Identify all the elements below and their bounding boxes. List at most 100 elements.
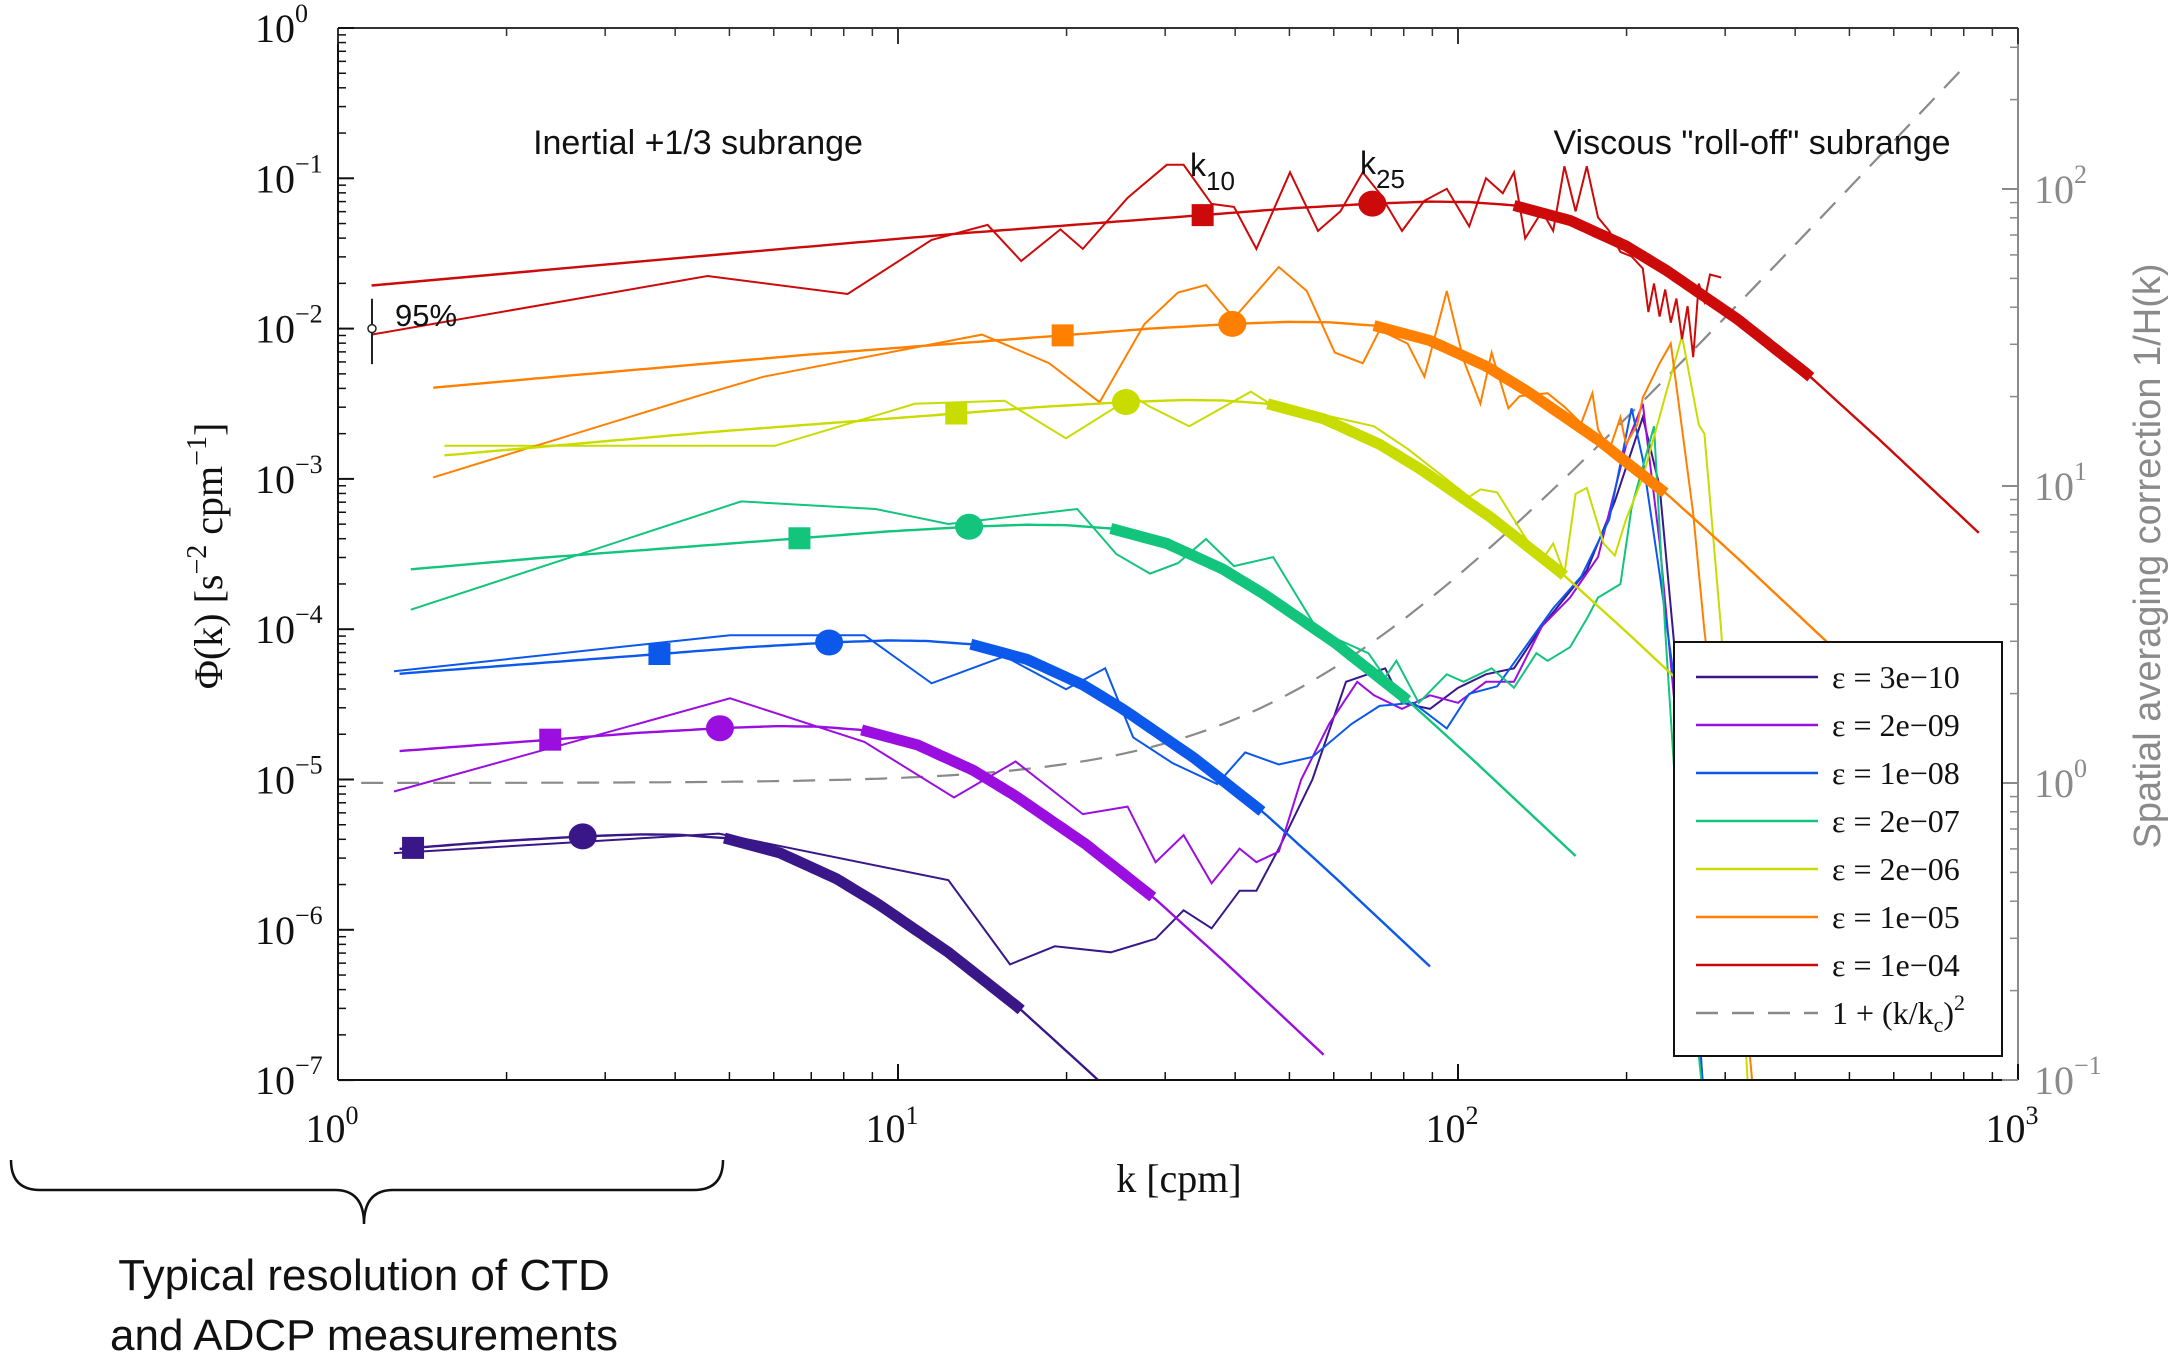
x-tick-label-base: 10 — [1986, 1106, 2026, 1151]
x-tick-label-exp: 1 — [906, 1101, 919, 1130]
right-y-tick-label-base: 10 — [2034, 1058, 2074, 1103]
k25-marker — [955, 513, 984, 540]
resolution-brace — [9, 1159, 725, 1225]
legend-label: ε = 1e−05 — [1832, 899, 1960, 935]
x-tick-label-base: 10 — [1426, 1106, 1466, 1151]
k25-marker — [1111, 389, 1140, 416]
legend-correction-sub: c — [1934, 1012, 1944, 1037]
k25-marker — [568, 823, 597, 850]
model-fit-range-line — [860, 724, 1157, 902]
legend-label: ε = 3e−10 — [1832, 659, 1960, 695]
legend: ε = 3e−10 ε = 2e−09 ε = 1e−08 ε = 2e−07 ε = … — [1673, 641, 2003, 1057]
right-axis-label: Spatial averaging correction 1/H(k) — [2127, 263, 2168, 848]
right-y-tick-label: 102 — [2034, 160, 2087, 212]
x-tick-label: 102 — [1426, 1101, 1479, 1151]
k25-marker — [705, 715, 734, 742]
x-tick-label-exp: 2 — [1466, 1101, 1479, 1130]
k10-marker — [1191, 204, 1214, 227]
legend-item: ε = 2e−09 — [1696, 707, 1960, 743]
k10-marker — [648, 642, 671, 665]
y-tick-label-exp: −4 — [295, 600, 323, 629]
k25-label-sub: 25 — [1376, 164, 1405, 194]
x-tick-label: 103 — [1986, 1101, 2039, 1151]
marker-layer — [367, 190, 1387, 859]
y-axis-label-mid: cpm — [186, 466, 231, 545]
k10-marker — [539, 728, 562, 751]
model-fit-range-line — [1372, 320, 1669, 498]
right-y-tick-label-exp: 1 — [2074, 457, 2087, 486]
right-y-tick-label-base: 10 — [2034, 167, 2074, 212]
model-spectrum-line — [433, 320, 1935, 745]
k25-marker — [1218, 310, 1247, 337]
model-fit-range-line — [1109, 523, 1412, 705]
caption-line-1: Typical resolution of CTD — [118, 1251, 610, 1300]
model-spectra-layer — [371, 200, 1980, 1080]
k10-marker — [788, 527, 811, 550]
legend-item: ε = 1e−08 — [1696, 755, 1960, 791]
model-fit-range-line — [1512, 200, 1815, 382]
y-tick-label-exp: −2 — [295, 300, 323, 329]
legend-item: ε = 1e−04 — [1696, 947, 1960, 983]
y-tick-label-base: 10 — [255, 6, 295, 51]
right-y-tick-label-exp: 2 — [2074, 160, 2087, 189]
y-tick-label-exp: −7 — [295, 1051, 323, 1080]
k25-label-base: k — [1360, 145, 1377, 181]
observed-spectrum-line — [432, 265, 1754, 1080]
y-tick-label: 10−2 — [255, 300, 323, 352]
k10-marker — [1051, 324, 1074, 347]
x-tick-label-exp: 0 — [346, 1101, 359, 1130]
y-tick-label: 10−7 — [255, 1051, 323, 1103]
model-fit-range-line — [1266, 398, 1568, 580]
y-tick-label-base: 10 — [255, 758, 295, 803]
right-y-tick-label-base: 10 — [2034, 464, 2074, 509]
right-y-tick-label-exp: 0 — [2074, 754, 2087, 783]
x-tick-label-exp: 3 — [2026, 1101, 2039, 1130]
legend-label: ε = 1e−04 — [1832, 947, 1960, 983]
legend-label-correction: 1 + (k/kc)2 — [1832, 990, 1965, 1037]
y-axis-label: Φ(k) [s−2 cpm−1] — [182, 423, 231, 690]
model-fit-range-line — [722, 832, 1025, 1015]
k10-label: k10 — [1190, 147, 1235, 196]
confidence-interval-label: 95% — [395, 298, 457, 333]
right-y-tick-label: 10−1 — [2034, 1051, 2102, 1103]
y-tick-label-exp: −5 — [295, 751, 323, 780]
y-tick-label-base: 10 — [255, 607, 295, 652]
legend-label: ε = 1e−08 — [1832, 755, 1960, 791]
viscous-subrange-label: Viscous "roll-off" subrange — [1553, 124, 1950, 162]
inertial-subrange-label: Inertial +1/3 subrange — [533, 124, 863, 162]
y-tick-label-base: 10 — [255, 1058, 295, 1103]
legend-item: ε = 1e−05 — [1696, 899, 1960, 935]
y-axis-label-end: ] — [186, 423, 231, 436]
confidence-interval-point — [367, 323, 377, 334]
plot-area — [361, 61, 1980, 1080]
legend-label: ε = 2e−06 — [1832, 851, 1960, 887]
y-tick-label: 100 — [255, 0, 308, 51]
y-tick-label-base: 10 — [255, 908, 295, 953]
axes: 100 101 102 10310010−110−210−310−410−510−61… — [255, 0, 2102, 1151]
legend-label: ε = 2e−09 — [1832, 707, 1960, 743]
y-tick-label-base: 10 — [255, 156, 295, 201]
k25-label: k25 — [1360, 145, 1405, 194]
x-tick-label: 101 — [866, 1101, 919, 1151]
k10-label-sub: 10 — [1206, 166, 1235, 196]
y-tick-label: 10−1 — [255, 149, 323, 201]
y-axis-label-exp1: −2 — [182, 545, 213, 575]
legend-label: ε = 2e−07 — [1832, 803, 1960, 839]
k10-label-base: k — [1190, 147, 1207, 183]
y-axis-label-main: Φ(k) [s — [186, 575, 231, 690]
y-axis-label-exp2: −1 — [182, 436, 213, 466]
x-tick-label-base: 10 — [866, 1106, 906, 1151]
legend-correction-post: ) — [1943, 995, 1954, 1031]
legend-item: ε = 3e−10 — [1696, 659, 1960, 695]
legend-correction-pre: 1 + (k/k — [1832, 995, 1934, 1031]
model-fit-range-line — [969, 638, 1266, 816]
x-axis-label: k [cpm] — [1116, 1156, 1242, 1201]
right-y-tick-label: 100 — [2034, 754, 2087, 806]
right-y-tick-label-exp: −1 — [2074, 1051, 2102, 1080]
y-tick-label-exp: 0 — [295, 0, 308, 28]
y-tick-label-base: 10 — [255, 307, 295, 352]
legend-box — [1673, 641, 2003, 1057]
k10-marker — [402, 836, 425, 859]
y-tick-label-exp: −1 — [295, 149, 323, 178]
